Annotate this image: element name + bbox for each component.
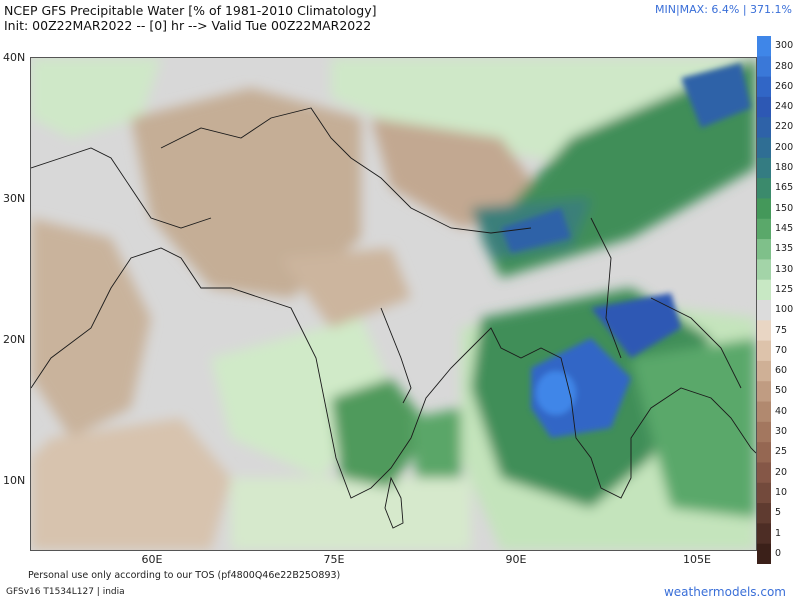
colorbar-label: 150 xyxy=(775,202,794,214)
colorbar-label: 200 xyxy=(775,141,794,153)
colorbar-label: 40 xyxy=(775,405,788,417)
colorbar-swatch xyxy=(757,381,771,403)
colorbar-swatch xyxy=(757,300,771,321)
tos-notice: Personal use only according to our TOS (… xyxy=(28,570,341,581)
colorbar-swatch xyxy=(757,36,771,57)
colorbar-label: 100 xyxy=(775,304,794,316)
colorbar-swatch xyxy=(757,360,771,382)
colorbar-label: 145 xyxy=(775,222,794,234)
colorbar-label: 60 xyxy=(775,365,788,377)
colorbar-swatch xyxy=(757,462,771,484)
colorbar-label: 1 xyxy=(775,527,782,539)
colorbar-swatch xyxy=(757,198,771,220)
colorbar-label: 50 xyxy=(775,385,788,397)
colorbar-swatch xyxy=(757,117,771,139)
colorbar-label: 0 xyxy=(775,547,782,559)
lat-label-10n: 10N xyxy=(3,474,26,487)
colorbar-label: 260 xyxy=(775,80,794,92)
colorbar-label: 180 xyxy=(775,162,794,173)
colorbar-swatch xyxy=(757,157,771,179)
colorbar-swatch xyxy=(757,320,771,342)
colorbar-swatch xyxy=(757,239,771,260)
colorbar-label: 125 xyxy=(775,283,794,295)
colorbar-swatch xyxy=(757,543,771,564)
map-canvas xyxy=(31,58,756,550)
colorbar-swatch xyxy=(757,442,771,463)
colorbar-label: 240 xyxy=(775,101,794,113)
chart-title: NCEP GFS Precipitable Water [% of 1981-2… xyxy=(4,3,376,33)
title-line-2: Init: 00Z22MAR2022 -- [0] hr --> Valid T… xyxy=(4,18,372,33)
colorbar-label: 135 xyxy=(775,243,794,255)
colorbar-swatch xyxy=(757,482,771,504)
colorbar-label: 25 xyxy=(775,446,788,458)
colorbar-swatch xyxy=(757,421,771,443)
colorbar-swatch xyxy=(757,56,771,78)
colorbar-label: 5 xyxy=(775,507,782,519)
colorbar-label: 20 xyxy=(775,466,788,478)
brand-link[interactable]: weathermodels.com xyxy=(663,585,786,599)
colorbar-swatch xyxy=(757,76,771,98)
colorbar-swatch xyxy=(757,178,771,199)
colorbar-label: 130 xyxy=(775,263,794,275)
colorbar-swatch xyxy=(757,503,771,524)
colorbar-swatch xyxy=(757,523,771,545)
colorbar-swatch xyxy=(757,96,771,118)
lat-label-30n: 30N xyxy=(3,192,26,205)
weather-map[interactable] xyxy=(30,57,757,551)
colorbar xyxy=(757,36,771,564)
minmax-readout: MIN|MAX: 6.4% | 371.1% xyxy=(654,3,792,16)
colorbar-swatch xyxy=(757,279,771,301)
colorbar-label: 165 xyxy=(775,182,794,194)
colorbar-label: 30 xyxy=(775,426,788,437)
lon-label-90e: 90E xyxy=(505,553,527,566)
colorbar-swatch xyxy=(757,137,771,159)
colorbar-label: 300 xyxy=(775,40,794,52)
colorbar-label: 220 xyxy=(775,121,794,133)
colorbar-swatch xyxy=(757,259,771,281)
model-info: GFSv16 T1534L127 | india xyxy=(6,587,125,597)
lon-label-105e: 105E xyxy=(683,553,711,566)
colorbar-label: 70 xyxy=(775,344,788,356)
title-line-1: NCEP GFS Precipitable Water [% of 1981-2… xyxy=(4,3,377,18)
colorbar-label: 280 xyxy=(775,60,794,72)
lat-label-40n: 40N xyxy=(3,51,26,64)
lon-label-60e: 60E xyxy=(141,553,163,566)
colorbar-label: 10 xyxy=(775,486,788,498)
colorbar-label: 75 xyxy=(775,324,788,336)
lon-label-75e: 75E xyxy=(323,553,345,566)
colorbar-swatch xyxy=(757,340,771,362)
lat-label-20n: 20N xyxy=(3,333,26,346)
colorbar-swatch xyxy=(757,218,771,240)
colorbar-swatch xyxy=(757,401,771,423)
